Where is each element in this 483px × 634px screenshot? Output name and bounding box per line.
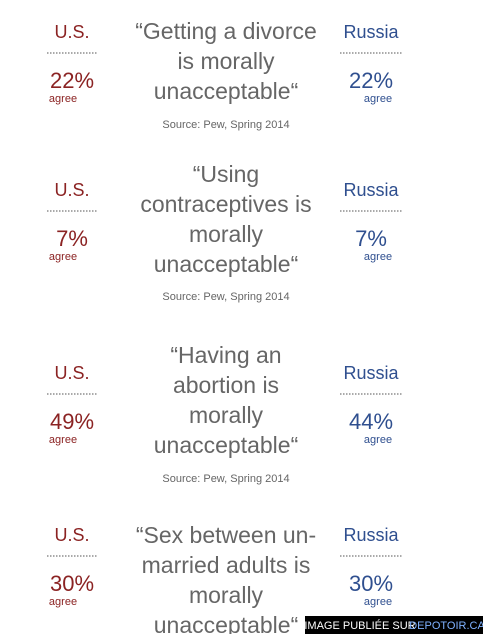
country-label: Russia [343,180,399,200]
quote-line: is morally [177,48,275,74]
percent-value: 49% [50,409,94,434]
agree-caption: agree [364,434,392,446]
banner [305,616,483,634]
country-label: U.S. [54,180,89,200]
quote-line: unacceptable“ [154,78,299,104]
agree-caption: agree [49,434,77,446]
percent-value: 22% [349,68,393,93]
quote-line: unacceptable“ [154,432,299,458]
percent-value: 22% [50,68,94,93]
percent-value: 30% [349,571,393,596]
agree-caption: agree [49,251,77,263]
agree-caption: agree [49,93,77,105]
country-label: U.S. [54,22,89,42]
quote-line: morally [189,402,264,428]
banner-link: DEPOTOIR.CA [409,620,483,632]
country-label: Russia [343,22,399,42]
country-label: Russia [343,363,399,383]
source: Source: Pew, Spring 2014 [162,291,289,303]
quote-line: married adults is [142,552,311,578]
source: Source: Pew, Spring 2014 [162,119,289,131]
agree-caption: agree [364,251,392,263]
percent-value: 7% [56,226,88,251]
quote-line: “Sex between un- [136,522,316,548]
agree-caption: agree [49,596,77,608]
quote-line: contraceptives is [140,191,311,217]
banner-label: IMAGE PUBLIÉE SUR [304,619,415,632]
percent-value: 44% [349,409,393,434]
agree-caption: agree [364,93,392,105]
percent-value: 7% [355,226,387,251]
source: Source: Pew, Spring 2014 [162,473,289,485]
quote-line: “Having an [170,342,281,368]
country-label: Russia [343,525,399,545]
quote-line: unacceptable“ [154,612,299,634]
country-label: U.S. [54,363,89,383]
agree-caption: agree [364,596,392,608]
quote-line: abortion is [173,372,279,398]
country-label: U.S. [54,525,89,545]
quote-line: “Getting a divorce [135,18,317,44]
quote-line: morally [189,582,264,608]
quote-line: morally [189,221,264,247]
quote-line: unacceptable“ [154,251,299,277]
percent-value: 30% [50,571,94,596]
quote-line: “Using [193,161,259,187]
